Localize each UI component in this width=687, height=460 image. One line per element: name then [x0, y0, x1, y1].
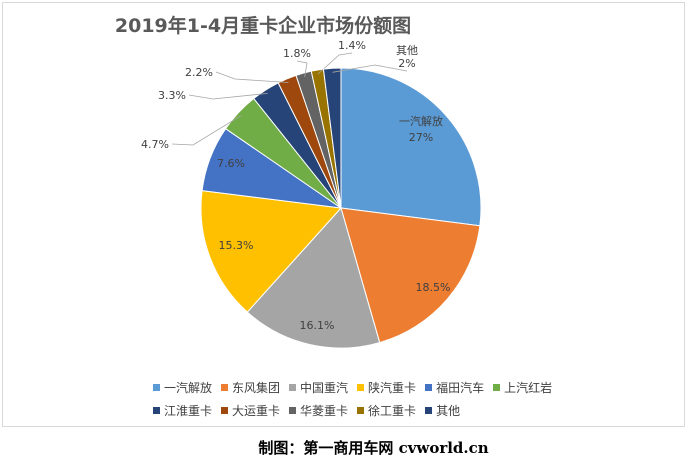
- footer-site: cvworld.cn: [398, 439, 489, 457]
- legend-swatch: [425, 384, 433, 391]
- footer-label: 制图：第一商用车网: [258, 439, 394, 457]
- legend-item: 上汽红岩: [493, 379, 552, 396]
- pie-slice: [340, 67, 482, 227]
- pie-slice: [200, 190, 343, 313]
- legend-item: 其他: [425, 402, 460, 419]
- slice-value-label: 2.2%: [185, 66, 213, 79]
- pie-slice: [340, 207, 481, 344]
- legend-row: 江淮重卡 大运重卡 华菱重卡 徐工重卡 其他: [153, 402, 593, 419]
- legend-label: 福田汽车: [436, 381, 485, 395]
- legend-item: 一汽解放: [153, 379, 212, 396]
- legend-label: 陕汽重卡: [368, 381, 417, 395]
- leader-line: [317, 52, 353, 75]
- chart-title: 2019年1-4月重卡企业市场份额图: [114, 15, 412, 37]
- footer-credit: 制图：第一商用车网 cvworld.cn: [0, 437, 687, 458]
- legend-item: 东风集团: [221, 379, 280, 396]
- legend-swatch: [221, 384, 229, 391]
- leader-line: [332, 64, 408, 73]
- legend-swatch: [357, 407, 365, 414]
- legend-label: 大运重卡: [232, 404, 281, 418]
- legend-label: 中国重汽: [300, 381, 349, 395]
- legend-swatch: [153, 407, 160, 414]
- slice-value-label: 3.3%: [158, 89, 186, 102]
- legend-label: 东风集团: [232, 381, 281, 395]
- legend-label: 一汽解放: [164, 381, 213, 395]
- legend-swatch: [357, 384, 365, 391]
- legend-label: 华菱重卡: [300, 404, 349, 418]
- legend-item: 江淮重卡: [153, 402, 212, 419]
- legend-label: 上汽红岩: [504, 381, 553, 395]
- legend-label: 其他: [436, 404, 461, 418]
- slice-value-label: 16.1%: [300, 319, 335, 332]
- slice-value-label: 7.6%: [217, 157, 245, 170]
- slice-value-label: 4.7%: [141, 138, 169, 151]
- legend-swatch: [289, 407, 297, 414]
- legend-item: 陕汽重卡: [357, 379, 416, 396]
- legend-item: 中国重汽: [289, 379, 348, 396]
- slice-value-label: 2%: [398, 57, 415, 70]
- legend-swatch: [289, 384, 297, 391]
- slice-value-label: 27%: [409, 131, 433, 144]
- pie-chart: 一汽解放 27% 18.5% 16.1% 15.3% 7.6% 4.7% 3.3% 2.2% 1.…: [141, 39, 482, 349]
- legend-label: 徐工重卡: [368, 404, 417, 418]
- pie-slice: [322, 67, 342, 209]
- legend-item: 华菱重卡: [289, 402, 348, 419]
- legend-swatch: [493, 384, 501, 391]
- slice-name-label: 一汽解放: [399, 114, 443, 128]
- leader-line: [296, 60, 308, 77]
- leader-line: [215, 71, 289, 83]
- legend: 一汽解放 东风集团 中国重汽 陕汽重卡 福田汽车 上汽红岩江淮重卡 大运重卡 华菱重卡 徐工重卡…: [153, 379, 593, 425]
- leader-line: [188, 93, 268, 100]
- legend-item: 大运重卡: [221, 402, 280, 419]
- pie-slice: [246, 206, 381, 349]
- slice-value-label: 15.3%: [219, 239, 254, 252]
- legend-item: 徐工重卡: [357, 402, 416, 419]
- legend-swatch: [425, 407, 433, 414]
- legend-label: 江淮重卡: [164, 404, 213, 418]
- legend-row: 一汽解放 东风集团 中国重汽 陕汽重卡 福田汽车 上汽红岩: [153, 379, 593, 396]
- slice-value-label: 1.4%: [338, 39, 366, 52]
- slice-value-label: 1.8%: [283, 47, 311, 60]
- slice-name-label: 其他: [396, 44, 418, 57]
- leader-line: [171, 114, 242, 146]
- chart-area: 2019年1-4月重卡企业市场份额图 一汽解放 27% 18.5% 16.1% 15.3…: [2, 2, 685, 427]
- legend-swatch: [153, 384, 160, 391]
- legend-swatch: [221, 407, 229, 414]
- legend-item: 福田汽车: [425, 379, 484, 396]
- slice-value-label: 18.5%: [416, 281, 451, 294]
